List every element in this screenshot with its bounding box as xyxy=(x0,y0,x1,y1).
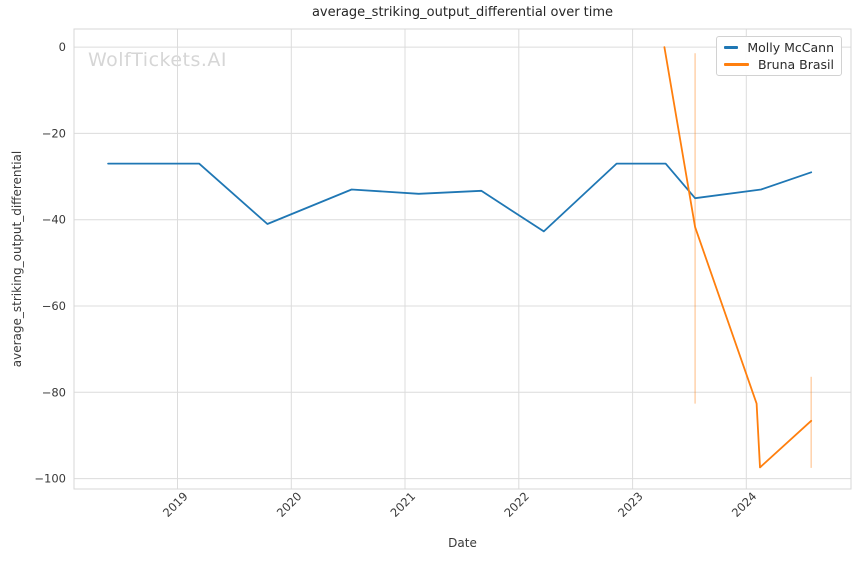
x-tick-label: 2023 xyxy=(615,489,646,520)
y-axis-label: average_striking_output_differential xyxy=(10,150,24,368)
series-line-bruna-brasil xyxy=(663,46,813,469)
legend-label: Molly McCann xyxy=(747,40,834,55)
x-tick-label: 2021 xyxy=(388,489,419,520)
y-tick-label: −60 xyxy=(42,299,66,313)
legend-item-bruna-brasil: Bruna Brasil xyxy=(724,56,834,73)
y-tick-label: −20 xyxy=(42,126,66,140)
legend-label: Bruna Brasil xyxy=(757,57,834,72)
x-axis-label: Date xyxy=(448,536,477,550)
legend-line-sample-blue xyxy=(724,46,739,49)
legend-item-molly-mccann: Molly McCann xyxy=(724,39,834,56)
x-tick-label: 2022 xyxy=(501,489,532,520)
x-tick-label: 2019 xyxy=(160,489,191,520)
x-tick-label: 2024 xyxy=(729,489,760,520)
y-tick-label: −100 xyxy=(34,472,66,486)
x-tick-label: 2020 xyxy=(274,489,305,520)
series-line-molly-mccann xyxy=(107,162,813,233)
chart-title: average_striking_output_differential ove… xyxy=(311,5,614,20)
watermark: WolfTickets.AI xyxy=(88,49,228,71)
legend: Molly McCann Bruna Brasil xyxy=(716,36,842,76)
legend-line-sample-orange xyxy=(724,63,749,66)
plot-border xyxy=(73,28,852,490)
y-tick-label: −80 xyxy=(42,385,66,399)
y-tick-label: 0 xyxy=(59,40,66,54)
y-tick-label: −40 xyxy=(42,213,66,227)
